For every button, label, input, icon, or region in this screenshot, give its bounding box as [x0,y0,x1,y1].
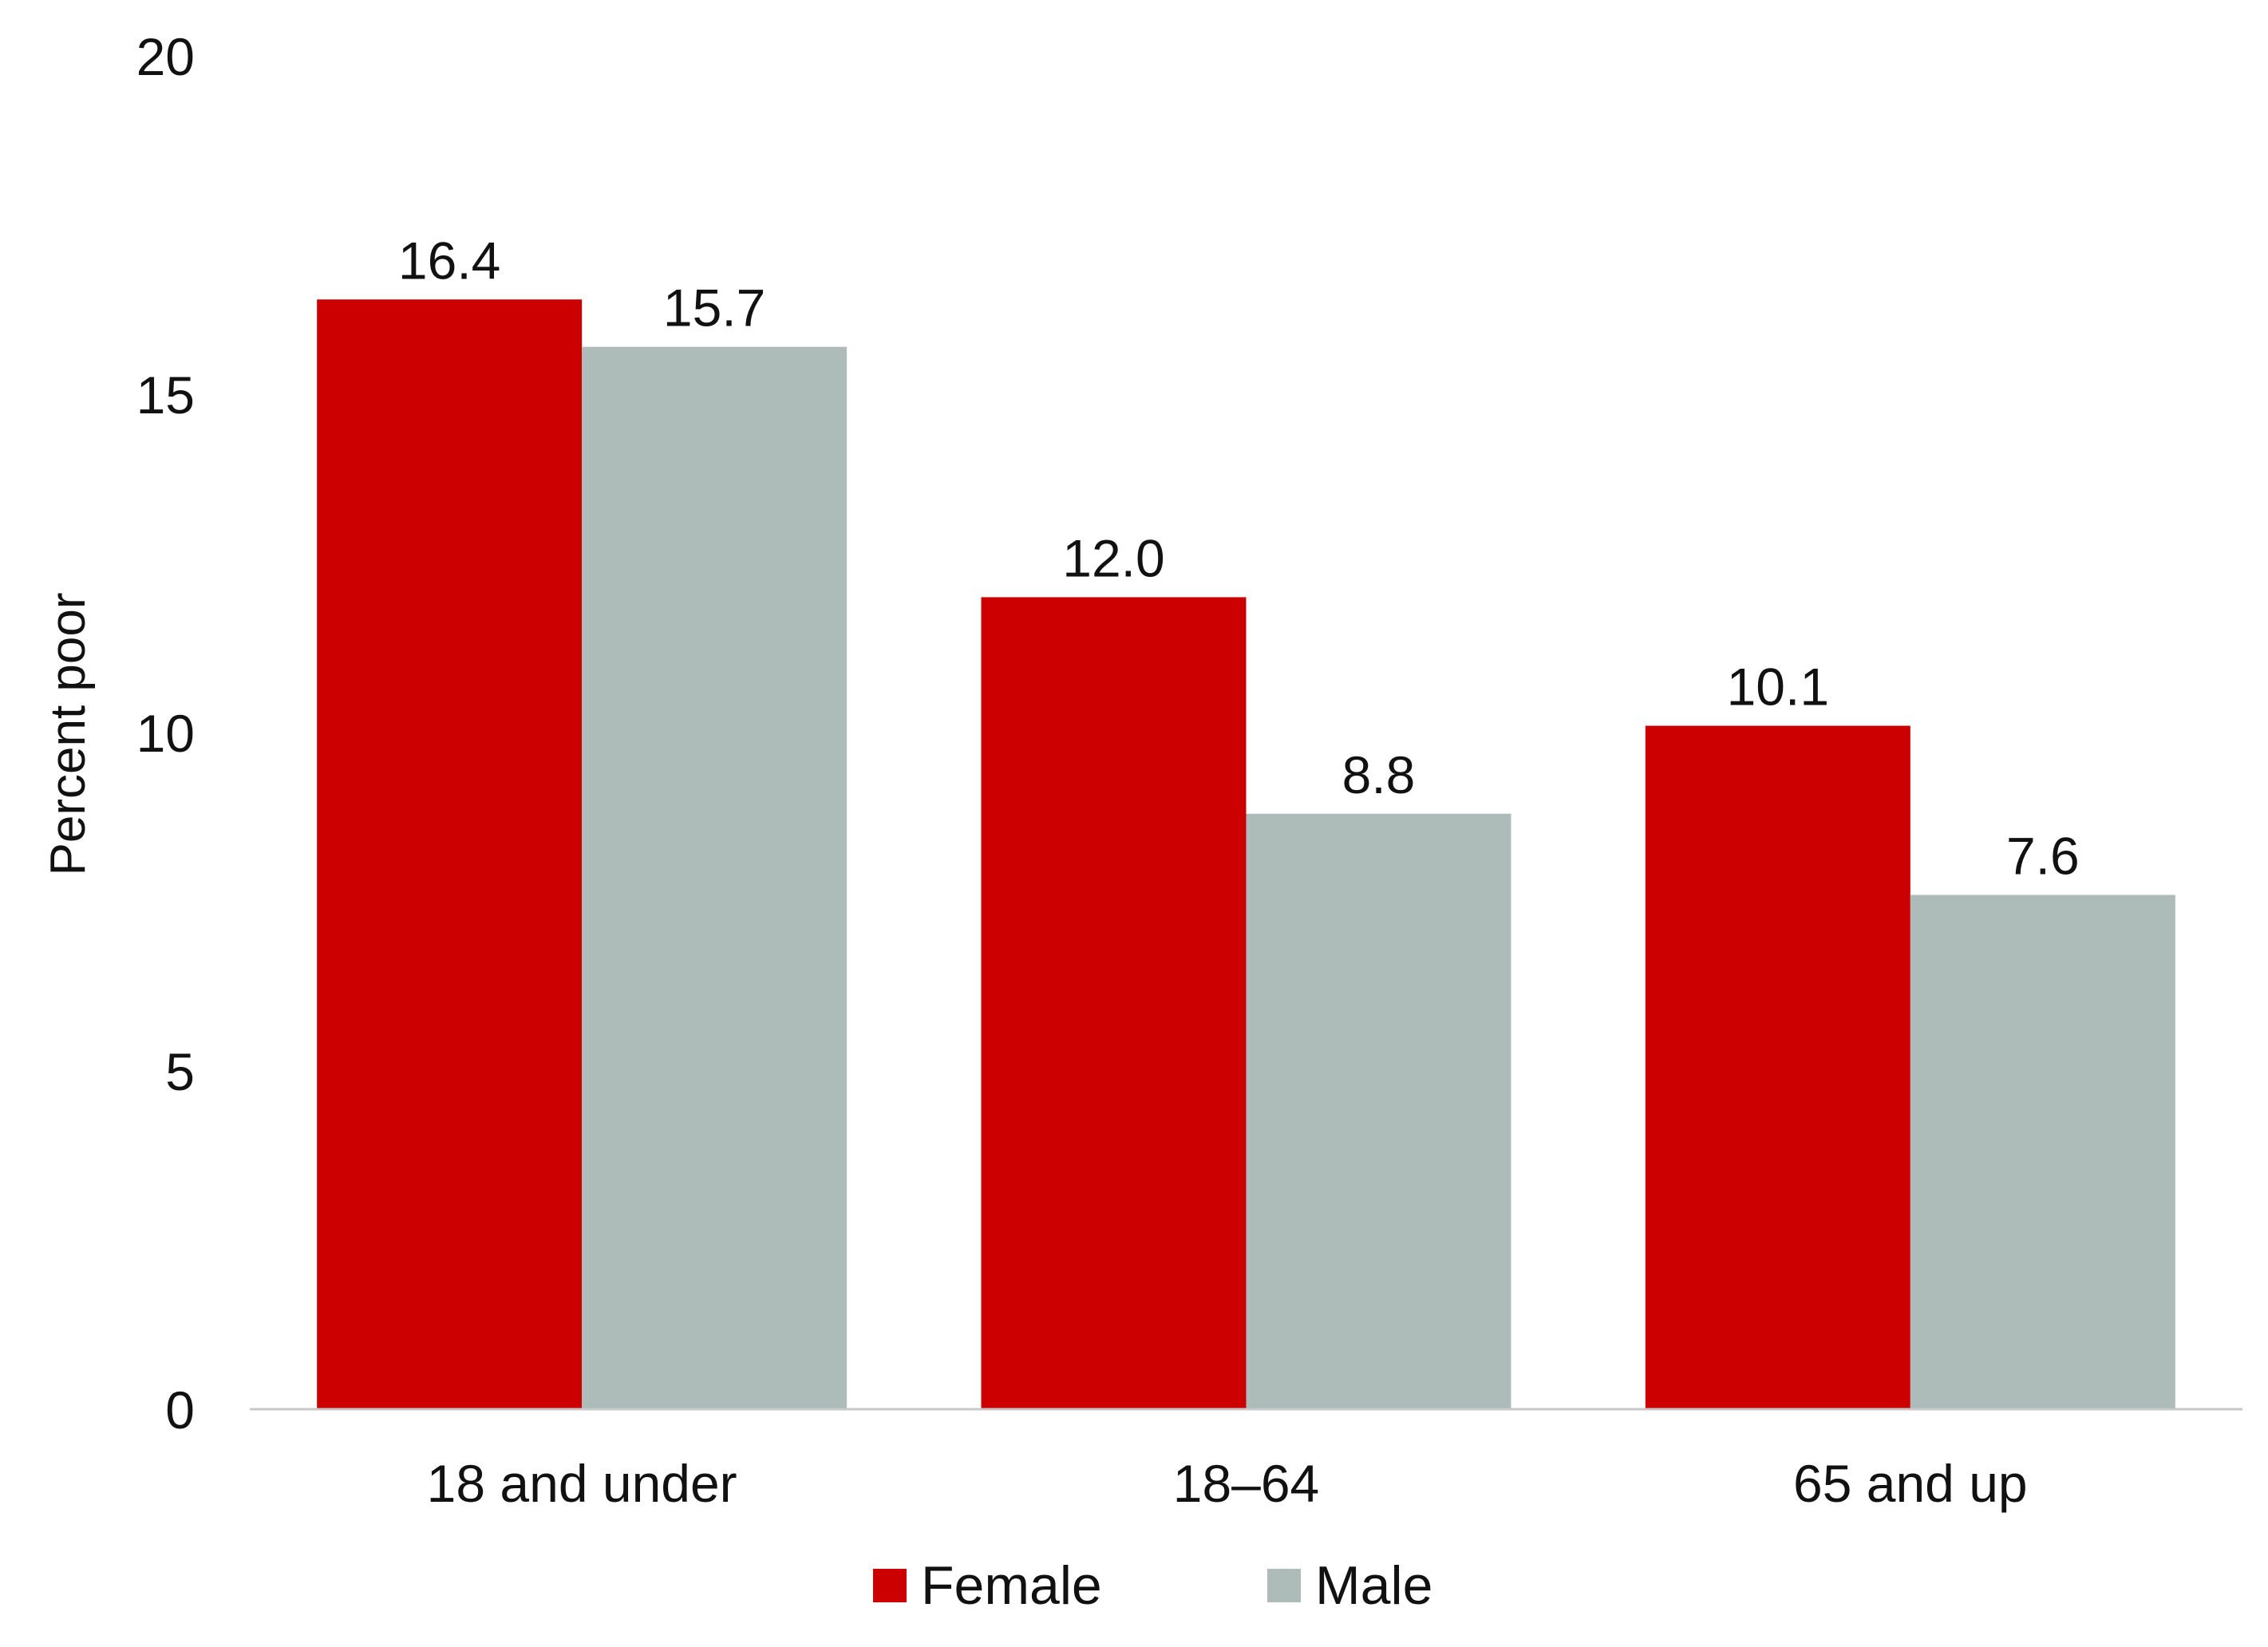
y-tick-label: 15 [136,365,195,425]
category-label: 65 and up [1793,1454,2028,1513]
bar-value-label: 7.6 [2006,827,2080,886]
bar-female [317,299,583,1409]
category-label: 18 and under [427,1454,737,1513]
y-tick-label: 5 [165,1042,195,1101]
legend-swatch-male [1267,1569,1301,1602]
bar-value-label: 8.8 [1342,745,1416,804]
bar-value-label: 12.0 [1062,528,1164,587]
bars: 16.4 15.7 12.0 8.8 10.1 7.6 [317,231,2175,1409]
bar-male [1910,895,2175,1409]
bar-female [1645,725,1910,1409]
bar-value-label: 10.1 [1727,658,1829,717]
legend-label-male: Male [1315,1555,1432,1616]
y-axis-title: Percent poor [41,593,96,876]
bar-value-label: 15.7 [663,278,765,338]
category-label: 18–64 [1173,1454,1320,1513]
y-tick-label: 0 [165,1380,195,1440]
y-tick-label: 20 [136,27,195,86]
bar-value-label: 16.4 [398,231,500,290]
category-labels: 18 and under 18–64 65 and up [427,1454,2028,1513]
bar-female [981,597,1247,1409]
bar-male [582,346,848,1409]
y-tick-label: 10 [136,704,195,763]
y-axis-ticks: 0 5 10 15 20 [136,27,195,1440]
legend-swatch-female [873,1569,907,1602]
legend: Female Male [873,1555,1432,1616]
bar-male [1246,813,1511,1409]
legend-label-female: Female [921,1555,1102,1616]
